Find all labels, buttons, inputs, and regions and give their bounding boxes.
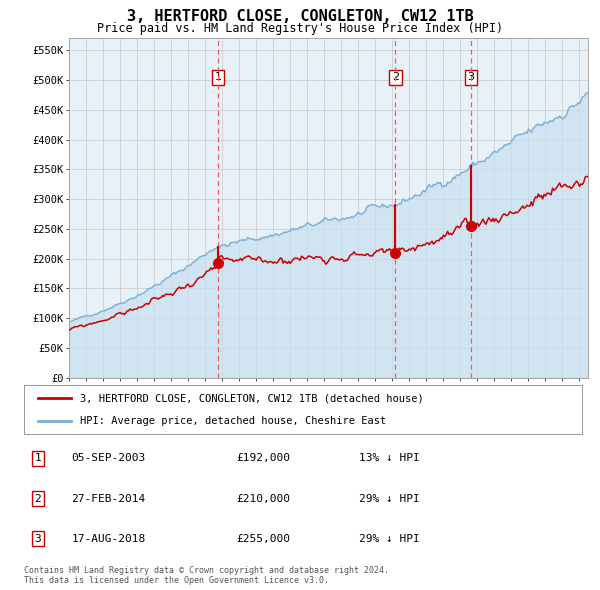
- Text: 2: 2: [35, 494, 41, 503]
- Text: Price paid vs. HM Land Registry's House Price Index (HPI): Price paid vs. HM Land Registry's House …: [97, 22, 503, 35]
- Text: 3, HERTFORD CLOSE, CONGLETON, CW12 1TB (detached house): 3, HERTFORD CLOSE, CONGLETON, CW12 1TB (…: [80, 394, 424, 404]
- Text: 3: 3: [467, 73, 475, 83]
- Text: 29% ↓ HPI: 29% ↓ HPI: [359, 534, 419, 543]
- Text: Contains HM Land Registry data © Crown copyright and database right 2024.
This d: Contains HM Land Registry data © Crown c…: [24, 566, 389, 585]
- Text: 3, HERTFORD CLOSE, CONGLETON, CW12 1TB: 3, HERTFORD CLOSE, CONGLETON, CW12 1TB: [127, 9, 473, 24]
- Text: 1: 1: [214, 73, 221, 83]
- Text: £210,000: £210,000: [236, 494, 290, 503]
- Text: 29% ↓ HPI: 29% ↓ HPI: [359, 494, 419, 503]
- Text: 2: 2: [392, 73, 399, 83]
- Text: 27-FEB-2014: 27-FEB-2014: [71, 494, 146, 503]
- Text: HPI: Average price, detached house, Cheshire East: HPI: Average price, detached house, Ches…: [80, 415, 386, 425]
- Text: £255,000: £255,000: [236, 534, 290, 543]
- Text: 17-AUG-2018: 17-AUG-2018: [71, 534, 146, 543]
- Text: 05-SEP-2003: 05-SEP-2003: [71, 454, 146, 463]
- Text: £192,000: £192,000: [236, 454, 290, 463]
- Text: 13% ↓ HPI: 13% ↓ HPI: [359, 454, 419, 463]
- Text: 3: 3: [35, 534, 41, 543]
- Text: 1: 1: [35, 454, 41, 463]
